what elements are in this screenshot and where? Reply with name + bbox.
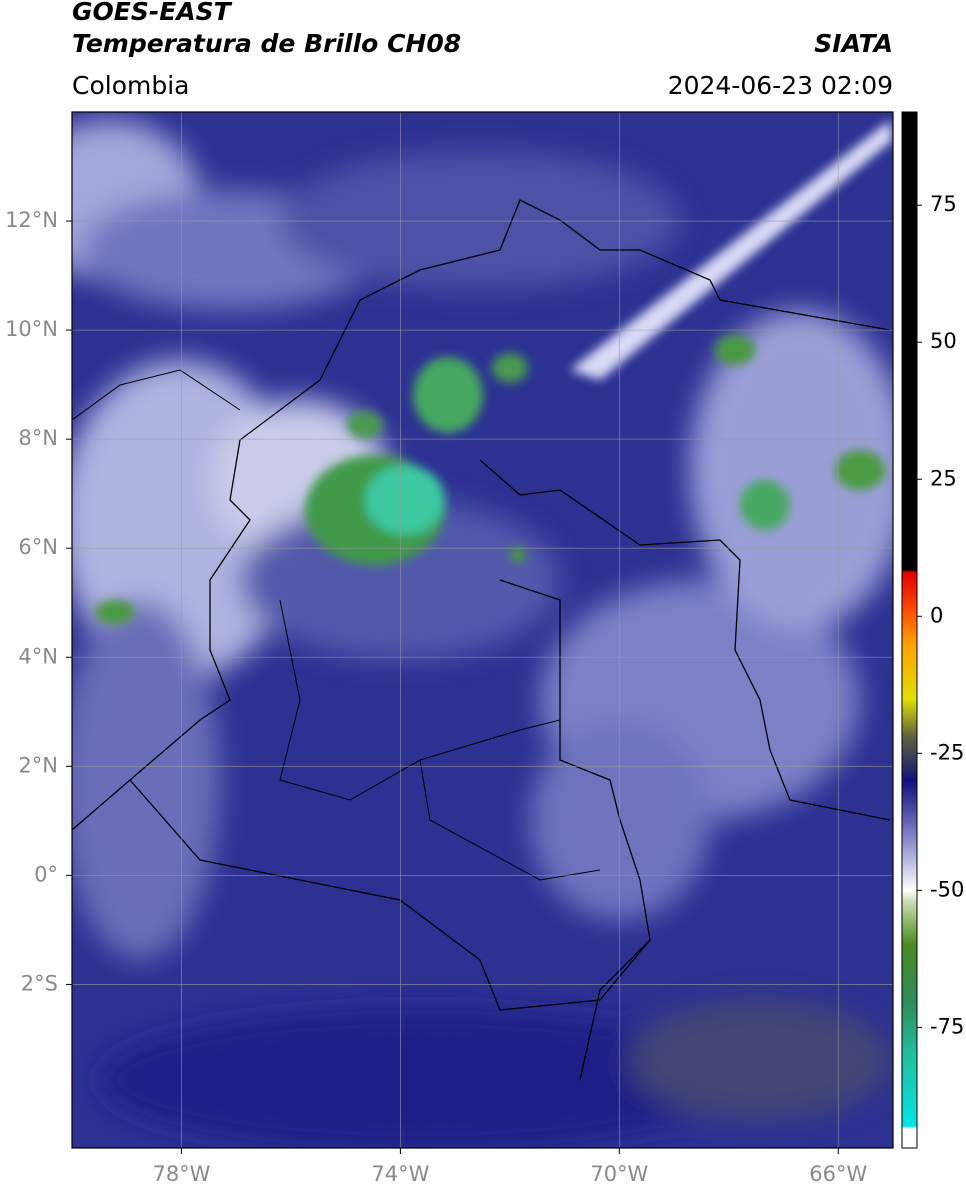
y-tick-label: 4°N	[18, 644, 58, 668]
colorbar-tick-label: 50	[930, 329, 957, 353]
y-tick-label: 2°N	[18, 753, 58, 777]
y-tick-label: 10°N	[5, 317, 58, 341]
y-tick-label: 2°S	[21, 971, 58, 995]
title-line1: GOES-EAST	[72, 0, 233, 26]
map-frame	[71, 111, 894, 1149]
colorbar-tick-label: -75	[930, 1014, 964, 1038]
region: Colombia	[72, 71, 189, 100]
title-line2: Temperatura de Brillo CH08	[72, 29, 461, 58]
colorbar	[901, 111, 918, 1149]
colorbar-tick-label: -25	[930, 740, 964, 764]
colorbar-tick-label: 25	[930, 466, 957, 490]
x-tick-label: 74°W	[371, 1162, 429, 1186]
colorbar-tick-label: -50	[930, 877, 964, 901]
y-tick-label: 6°N	[18, 535, 58, 559]
y-tick-label: 8°N	[18, 426, 58, 450]
source: SIATA	[814, 29, 893, 58]
y-tick-label: 12°N	[5, 208, 58, 232]
satellite-image	[72, 112, 893, 1148]
x-tick-label: 78°W	[152, 1162, 210, 1186]
datetime: 2024-06-23 02:09	[668, 71, 893, 100]
x-tick-label: 70°W	[590, 1162, 648, 1186]
colorbar-tick-label: 75	[930, 192, 957, 216]
x-tick-label: 66°W	[809, 1162, 867, 1186]
colorbar-tick-label: 0	[930, 603, 943, 627]
y-tick-label: 0°	[34, 862, 58, 886]
